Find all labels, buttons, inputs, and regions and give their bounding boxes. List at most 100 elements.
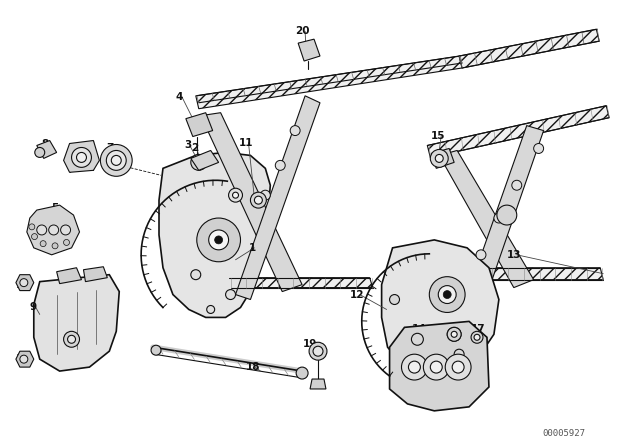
Polygon shape xyxy=(159,152,270,318)
Text: 4: 4 xyxy=(176,92,183,102)
Circle shape xyxy=(196,218,241,262)
Circle shape xyxy=(255,196,262,204)
Circle shape xyxy=(63,332,79,347)
Text: 2: 2 xyxy=(191,143,198,154)
Polygon shape xyxy=(196,56,462,109)
Circle shape xyxy=(438,286,456,303)
Circle shape xyxy=(408,361,420,373)
Circle shape xyxy=(474,334,480,340)
Circle shape xyxy=(309,342,327,360)
Text: 10: 10 xyxy=(16,280,30,289)
Text: 6: 6 xyxy=(77,143,84,154)
Circle shape xyxy=(497,205,516,225)
Circle shape xyxy=(209,230,228,250)
Circle shape xyxy=(250,192,266,208)
Circle shape xyxy=(512,180,522,190)
Text: 11: 11 xyxy=(239,138,253,147)
Text: 14: 14 xyxy=(412,324,426,334)
Text: 17: 17 xyxy=(471,324,486,334)
Polygon shape xyxy=(439,151,534,288)
Polygon shape xyxy=(57,268,81,284)
Circle shape xyxy=(191,155,207,170)
Circle shape xyxy=(100,145,132,177)
Polygon shape xyxy=(36,141,57,159)
Circle shape xyxy=(106,151,126,170)
Circle shape xyxy=(49,225,59,235)
Circle shape xyxy=(447,327,461,341)
Circle shape xyxy=(454,349,464,359)
Circle shape xyxy=(452,361,464,373)
Text: 19: 19 xyxy=(303,339,317,349)
Polygon shape xyxy=(381,240,499,377)
Polygon shape xyxy=(228,278,372,288)
Polygon shape xyxy=(469,125,543,294)
Circle shape xyxy=(232,192,239,198)
Text: 12: 12 xyxy=(350,289,364,300)
Circle shape xyxy=(390,294,399,305)
Circle shape xyxy=(36,225,47,235)
Text: 1: 1 xyxy=(248,243,256,253)
Circle shape xyxy=(40,241,46,247)
Circle shape xyxy=(20,355,28,363)
Polygon shape xyxy=(201,113,302,292)
Circle shape xyxy=(445,354,471,380)
Circle shape xyxy=(214,236,223,244)
Text: 3: 3 xyxy=(184,141,191,151)
Polygon shape xyxy=(186,113,212,137)
Text: 8: 8 xyxy=(42,138,49,148)
Circle shape xyxy=(151,345,161,355)
Circle shape xyxy=(534,143,543,154)
Circle shape xyxy=(191,270,201,280)
Text: 16: 16 xyxy=(449,324,464,334)
Text: 10: 10 xyxy=(16,354,30,364)
Circle shape xyxy=(61,225,70,235)
Text: 18: 18 xyxy=(246,362,260,372)
Text: 20: 20 xyxy=(295,26,310,36)
Circle shape xyxy=(401,354,428,380)
Circle shape xyxy=(476,250,486,260)
Polygon shape xyxy=(428,106,609,157)
Polygon shape xyxy=(16,351,34,367)
Circle shape xyxy=(290,125,300,136)
Polygon shape xyxy=(16,275,34,291)
Text: 13: 13 xyxy=(507,250,522,260)
Circle shape xyxy=(296,367,308,379)
Circle shape xyxy=(111,155,121,165)
Polygon shape xyxy=(298,39,320,61)
Circle shape xyxy=(423,354,449,380)
Circle shape xyxy=(260,190,270,200)
Polygon shape xyxy=(390,321,489,411)
Circle shape xyxy=(207,306,214,314)
Circle shape xyxy=(275,160,285,170)
Circle shape xyxy=(471,332,483,343)
Circle shape xyxy=(228,188,243,202)
Circle shape xyxy=(451,332,457,337)
Circle shape xyxy=(77,152,86,162)
Circle shape xyxy=(435,155,444,162)
Polygon shape xyxy=(459,29,599,68)
Circle shape xyxy=(35,147,45,157)
Polygon shape xyxy=(34,275,119,371)
Polygon shape xyxy=(236,96,320,300)
Circle shape xyxy=(72,147,92,168)
Circle shape xyxy=(412,333,423,345)
Polygon shape xyxy=(310,379,326,389)
Text: 7: 7 xyxy=(106,143,114,154)
Circle shape xyxy=(225,289,236,300)
Circle shape xyxy=(68,335,76,343)
Circle shape xyxy=(429,277,465,312)
Text: 15: 15 xyxy=(431,130,446,141)
Circle shape xyxy=(430,150,448,168)
Polygon shape xyxy=(83,267,108,282)
Circle shape xyxy=(195,159,203,166)
Circle shape xyxy=(20,279,28,287)
Polygon shape xyxy=(27,205,79,255)
Circle shape xyxy=(31,233,38,240)
Text: 5: 5 xyxy=(52,203,59,213)
Circle shape xyxy=(494,213,504,223)
Circle shape xyxy=(52,243,58,249)
Polygon shape xyxy=(191,151,219,170)
Text: 00005927: 00005927 xyxy=(542,429,585,438)
Circle shape xyxy=(313,346,323,356)
Circle shape xyxy=(444,291,451,298)
